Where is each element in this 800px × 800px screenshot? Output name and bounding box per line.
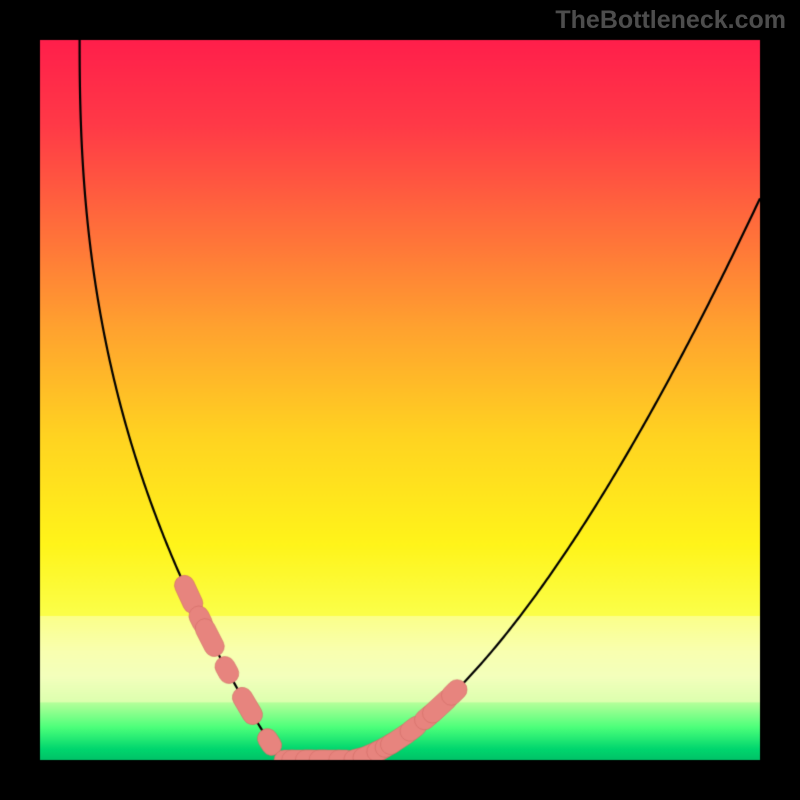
watermark-text: TheBottleneck.com (555, 6, 786, 35)
chart-root: TheBottleneck.com (0, 0, 800, 800)
chart-canvas (0, 0, 800, 800)
